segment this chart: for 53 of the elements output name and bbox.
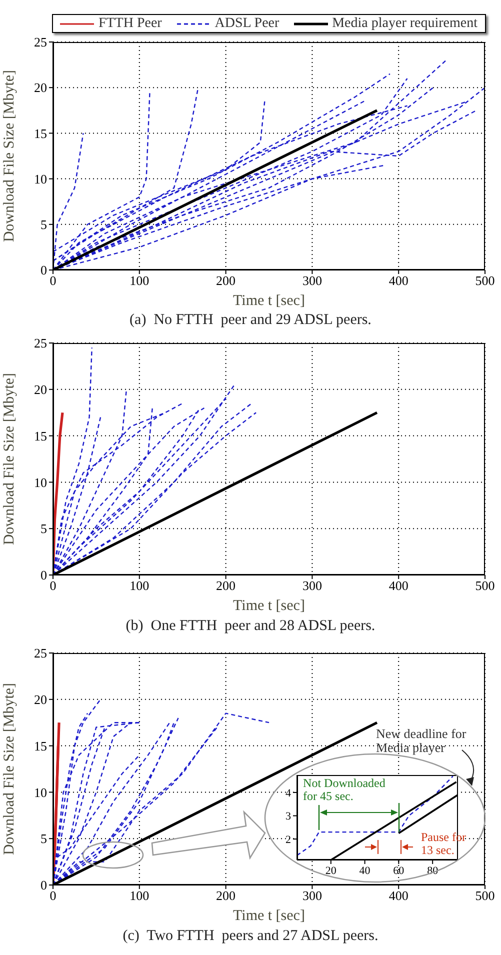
x-tick-label: 100 — [130, 578, 150, 594]
y-tick-label: 10 — [34, 474, 47, 490]
y-tick-label: 5 — [40, 217, 47, 232]
y-tick-label: 0 — [40, 568, 47, 583]
x-axis-title: Time t [sec] — [233, 293, 305, 309]
x-axis-title: Time t [sec] — [233, 908, 305, 924]
x-tick-label: 60 — [393, 864, 405, 877]
y-tick-label: 5 — [40, 831, 47, 846]
y-tick-label: 25 — [34, 336, 47, 351]
x-tick-label: 500 — [475, 273, 495, 288]
text: (c) Two FTTH peers and 27 ADSL peers. — [122, 928, 380, 945]
y-tick-label: 10 — [34, 784, 47, 800]
x-tick-label: 500 — [475, 888, 495, 904]
y-tick-label: 15 — [34, 428, 47, 444]
y-tick-label: 25 — [34, 646, 47, 661]
x-tick-label: 200 — [216, 888, 236, 904]
annotation: New deadline for Media player — [376, 726, 466, 755]
x-tick-label: 400 — [388, 888, 408, 904]
x-tick-label: 20 — [325, 864, 337, 877]
y-tick-label: 25 — [34, 34, 47, 50]
x-tick-label: 300 — [302, 273, 322, 288]
y-tick-label: 4 — [286, 787, 292, 800]
y-tick-label: 10 — [34, 171, 47, 186]
text: (b) One FTTH peer and 28 ADSL peers. — [124, 618, 376, 635]
text: (a) No FTTH peer and 29 ADSL peers. — [128, 312, 372, 329]
y-tick-label: 20 — [34, 692, 47, 708]
x-tick-label: 40 — [359, 864, 371, 877]
y-tick-label: 15 — [34, 126, 47, 141]
x-tick-label: 200 — [216, 578, 236, 594]
x-tick-label: 100 — [130, 888, 150, 904]
x-tick-label: 300 — [302, 578, 322, 594]
x-tick-label: 500 — [475, 578, 495, 594]
legend-label: Media player requirement — [331, 16, 478, 32]
y-axis-title: Download File Size [Mbyte] — [1, 70, 18, 242]
x-tick-label: 400 — [388, 273, 408, 288]
y-axis-title: Download File Size [Mbyte] — [1, 372, 18, 546]
x-tick-label: 300 — [302, 888, 322, 904]
x-tick-label: 200 — [216, 273, 236, 288]
y-axis-title: Download File Size [Mbyte] — [1, 682, 18, 856]
y-tick-label: 3 — [286, 810, 292, 823]
x-tick-label: 100 — [130, 273, 150, 288]
y-tick-label: 0 — [40, 262, 47, 278]
legend-label: FTTH Peer — [97, 16, 162, 32]
y-tick-label: 20 — [34, 382, 47, 398]
legend-label: ADSL Peer — [214, 16, 280, 32]
y-tick-label: 20 — [34, 80, 47, 96]
y-tick-label: 0 — [40, 878, 47, 893]
annotation: Not Downloaded for 45 sec. — [303, 776, 386, 803]
x-axis-title: Time t [sec] — [233, 598, 305, 614]
x-tick-label: 400 — [388, 578, 408, 594]
y-tick-label: 5 — [40, 521, 47, 536]
y-tick-label: 2 — [286, 834, 291, 846]
y-tick-label: 15 — [34, 738, 47, 754]
